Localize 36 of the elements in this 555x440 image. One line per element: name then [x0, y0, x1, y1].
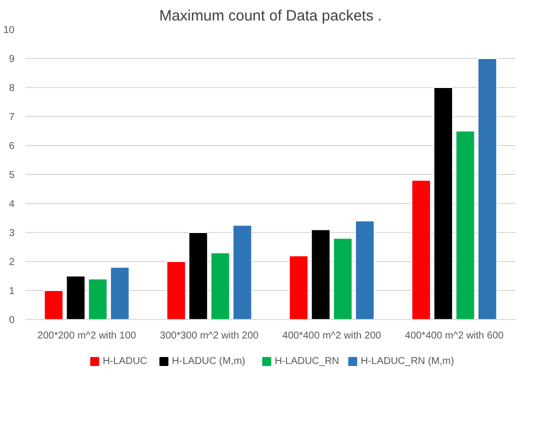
chart-title: Maximum count of Data packets . — [159, 8, 382, 24]
bar — [411, 180, 432, 320]
bar — [166, 261, 186, 320]
legend-label: H-LADUC — [102, 356, 148, 367]
bar — [44, 290, 64, 320]
x-tick-label: 300*300 m^2 with 200 — [160, 330, 260, 342]
y-tick-label: 9 — [8, 54, 15, 65]
x-tick-label: 400*400 m^2 with 200 — [282, 330, 382, 342]
y-tick-label: 7 — [8, 112, 15, 123]
y-tick-label: 10 — [3, 25, 15, 36]
y-tick-label: 6 — [8, 141, 15, 152]
bar — [66, 276, 86, 320]
y-tick-label: 1 — [8, 286, 15, 297]
bar — [210, 252, 230, 320]
legend-label: H-LADUC_RN — [274, 356, 340, 367]
bar — [110, 266, 130, 320]
legend-label: H-LADUC (M,m) — [172, 356, 246, 367]
y-tick-label: 5 — [8, 170, 15, 181]
bar — [188, 232, 208, 320]
x-tick-label: 400*400 m^2 with 600 — [404, 330, 504, 342]
bar — [477, 58, 498, 320]
y-tick-label: 0 — [8, 315, 15, 326]
bar — [310, 229, 331, 320]
y-tick-label: 2 — [8, 257, 15, 268]
bar — [88, 278, 108, 320]
bar — [332, 238, 353, 320]
bar — [455, 130, 476, 320]
bar — [354, 220, 375, 320]
bar — [232, 224, 252, 320]
x-tick-label: 200*200 m^2 with 100 — [37, 330, 137, 342]
y-tick-label: 3 — [8, 228, 15, 239]
y-tick-label: 8 — [8, 83, 15, 94]
bar — [433, 87, 454, 320]
bar — [288, 255, 309, 320]
legend-label: H-LADUC_RN (M,m) — [360, 356, 454, 367]
y-tick-label: 4 — [8, 199, 15, 210]
